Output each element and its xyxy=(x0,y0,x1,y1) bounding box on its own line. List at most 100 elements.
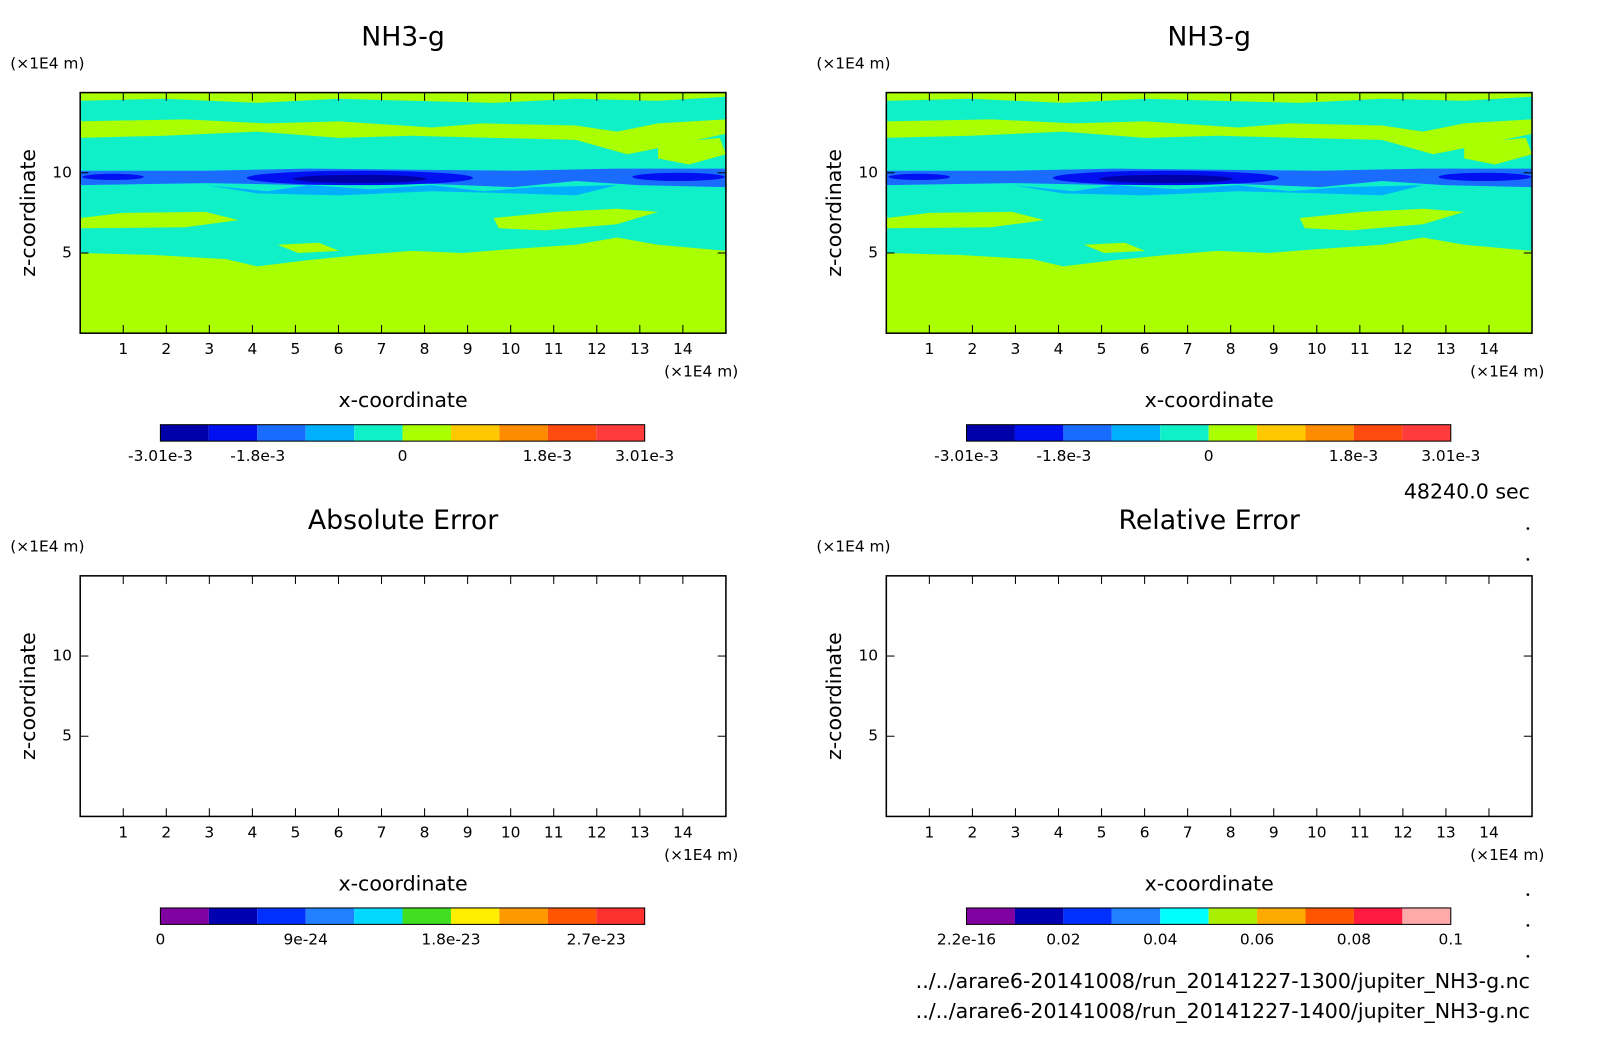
y-tick-label: 5 xyxy=(868,727,878,745)
colorbar-segment xyxy=(1111,907,1161,925)
x-tick-label: 8 xyxy=(1226,823,1236,841)
colorbar-segment xyxy=(257,424,306,442)
colorbar-segment xyxy=(1402,907,1451,925)
y-axis-label: z-coordinate xyxy=(16,632,40,760)
x-tick-label: 14 xyxy=(673,340,693,358)
colorbar-segment xyxy=(1160,424,1209,442)
file-path: ../../arare6-20141008/run_20141227-1300/… xyxy=(916,969,1530,993)
colorbar-segment xyxy=(1257,424,1306,442)
colorbar-segment xyxy=(1208,907,1258,925)
x-tick-label: 13 xyxy=(630,823,650,841)
colorbar-segment xyxy=(499,907,548,925)
x-axis-label: x-coordinate xyxy=(1145,388,1274,412)
colorbar-tick-label: -1.8e-3 xyxy=(230,447,285,465)
colorbar-segment xyxy=(450,424,500,442)
x-tick-label: 12 xyxy=(587,823,607,841)
x-tick-label: 14 xyxy=(1479,823,1499,841)
x-tick-label: 13 xyxy=(1436,823,1456,841)
x-tick-label: 11 xyxy=(544,340,564,358)
colorbar-segment xyxy=(1014,424,1064,442)
x-tick-label: 9 xyxy=(463,823,473,841)
colorbar-segment xyxy=(305,424,355,442)
x-unit: (×1E4 m) xyxy=(664,846,738,864)
x-tick-label: 4 xyxy=(247,823,257,841)
x-tick-label: 13 xyxy=(630,340,650,358)
panel-title: NH3-g xyxy=(1167,22,1251,53)
y-unit: (×1E4 m) xyxy=(10,54,84,72)
plot-frame xyxy=(885,575,1533,818)
colorbar-tick-label: 2.2e-16 xyxy=(937,930,996,948)
colorbar-segment xyxy=(160,424,209,442)
x-tick-label: 12 xyxy=(1393,823,1413,841)
colorbar-frame xyxy=(159,907,646,925)
x-tick-label: 10 xyxy=(1307,823,1327,841)
colorbar-frame xyxy=(965,907,1452,925)
x-tick-label: 12 xyxy=(1393,340,1413,358)
colorbar-tick-label: 0.1 xyxy=(1439,930,1464,948)
x-tick-label: 13 xyxy=(1436,340,1456,358)
x-tick-label: 4 xyxy=(247,340,257,358)
x-tick-label: 1 xyxy=(118,340,128,358)
x-axis-label: x-coordinate xyxy=(338,871,467,895)
y-axis-label: z-coordinate xyxy=(822,149,846,277)
colorbar-segment xyxy=(596,907,645,925)
x-tick-label: 1 xyxy=(118,823,128,841)
x-tick-label: 4 xyxy=(1054,823,1064,841)
panel-title: Absolute Error xyxy=(308,505,498,536)
y-tick-label: 10 xyxy=(52,163,72,181)
time-label: 48240.0 sec xyxy=(1404,480,1530,504)
x-tick-label: 11 xyxy=(1350,823,1370,841)
x-tick-label: 3 xyxy=(204,340,214,358)
colorbar-segment xyxy=(499,424,548,442)
x-tick-label: 10 xyxy=(1307,340,1327,358)
colorbar-segment xyxy=(1111,424,1161,442)
panel-title: NH3-g xyxy=(361,22,445,53)
x-tick-label: 3 xyxy=(1011,823,1021,841)
x-tick-label: 5 xyxy=(1097,823,1107,841)
x-tick-label: 8 xyxy=(420,823,430,841)
x-tick-label: 11 xyxy=(544,823,564,841)
colorbar-segment xyxy=(547,907,597,925)
x-tick-label: 6 xyxy=(1140,823,1150,841)
colorbar-segment xyxy=(402,424,451,442)
colorbar-tick-label: -3.01e-3 xyxy=(128,447,193,465)
x-unit: (×1E4 m) xyxy=(1470,846,1544,864)
colorbar-segment xyxy=(1208,424,1258,442)
y-unit: (×1E4 m) xyxy=(816,538,890,556)
colorbar-segment xyxy=(1257,907,1306,925)
colorbar-segment xyxy=(257,907,306,925)
x-tick-label: 1 xyxy=(924,823,934,841)
colorbar-tick-label: 3.01e-3 xyxy=(1421,447,1480,465)
x-tick-label: 7 xyxy=(377,823,387,841)
colorbar-segment xyxy=(354,424,403,442)
colorbar-segment xyxy=(547,424,597,442)
plot-frame xyxy=(885,91,1533,334)
colorbar-tick-label: 0.06 xyxy=(1240,930,1274,948)
x-tick-label: 2 xyxy=(161,823,171,841)
colorbar-segment xyxy=(160,907,209,925)
y-axis-label: z-coordinate xyxy=(16,149,40,277)
x-unit: (×1E4 m) xyxy=(664,363,738,381)
colorbar-tick-label: 2.7e-23 xyxy=(567,930,626,948)
colorbar-segment xyxy=(208,907,258,925)
x-tick-label: 5 xyxy=(291,340,301,358)
colorbar-tick-label: -3.01e-3 xyxy=(934,447,999,465)
colorbar-segment xyxy=(450,907,500,925)
x-tick-label: 14 xyxy=(673,823,693,841)
colorbar-tick-label: 1.8e-23 xyxy=(421,930,480,948)
colorbar-segment xyxy=(208,424,258,442)
colorbar-tick-label: 3.01e-3 xyxy=(615,447,674,465)
plot-frame xyxy=(79,575,727,818)
file-path: ../../arare6-20141008/run_20141227-1400/… xyxy=(916,999,1530,1023)
x-tick-label: 5 xyxy=(1097,340,1107,358)
x-tick-label: 6 xyxy=(334,340,344,358)
colorbar-tick-label: 1.8e-3 xyxy=(1329,447,1378,465)
x-tick-label: 10 xyxy=(501,823,521,841)
x-tick-label: 6 xyxy=(334,823,344,841)
colorbar-segment xyxy=(1402,424,1451,442)
colorbar-tick-label: 9e-24 xyxy=(283,930,327,948)
colorbar-segment xyxy=(966,424,1015,442)
colorbar-tick-label: 0.04 xyxy=(1143,930,1177,948)
